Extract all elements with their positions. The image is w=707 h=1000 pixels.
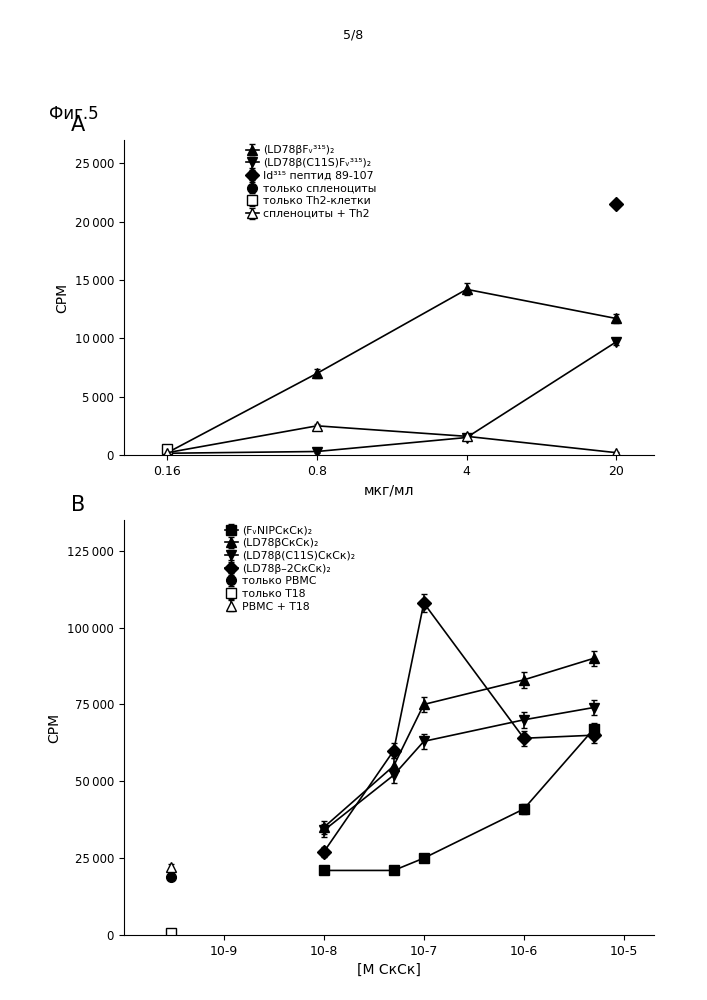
Y-axis label: CPM: CPM — [47, 712, 62, 743]
X-axis label: мкг/мл: мкг/мл — [363, 483, 414, 497]
Text: B: B — [71, 495, 85, 515]
Text: Фиг.5: Фиг.5 — [49, 105, 99, 123]
Y-axis label: CPM: CPM — [55, 282, 69, 313]
Legend: (LD78βFᵥ³¹⁵)₂, (LD78β(C11S)Fᵥ³¹⁵)₂, Id³¹⁵ пептид 89-107, только спленоциты, толь: (LD78βFᵥ³¹⁵)₂, (LD78β(C11S)Fᵥ³¹⁵)₂, Id³¹… — [246, 145, 377, 219]
Legend: (FᵥNIPCкСк)₂, (LD78βCкСк)₂, (LD78β(C11S)CкСк)₂, (LD78β–2CкСк)₂, только PBMC, тол: (FᵥNIPCкСк)₂, (LD78βCкСк)₂, (LD78β(C11S)… — [225, 525, 355, 612]
Text: 5/8: 5/8 — [344, 28, 363, 41]
X-axis label: [M CкСк]: [M CкСк] — [357, 963, 421, 977]
Text: A: A — [71, 115, 85, 135]
